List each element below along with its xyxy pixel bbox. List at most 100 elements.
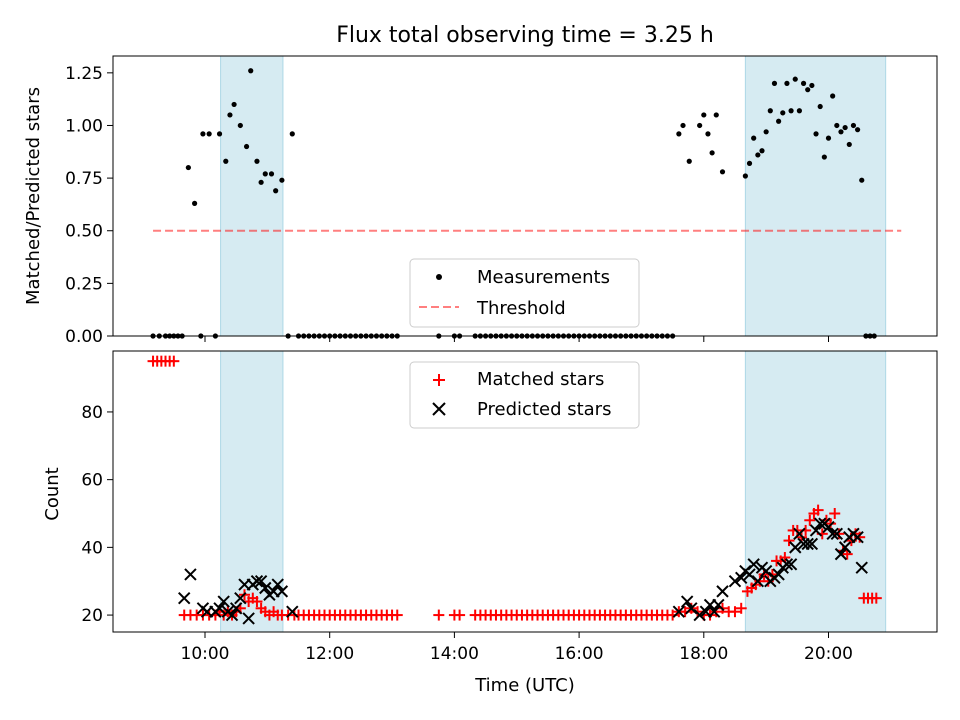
predicted-star-point [855, 561, 868, 574]
predicted-star-point [759, 564, 773, 578]
measurement-point [262, 171, 268, 177]
measurement-point [821, 154, 827, 160]
measurement-point [254, 158, 260, 164]
predicted-star-point [813, 517, 827, 530]
measurement-point [742, 173, 748, 179]
x-tick-label: 14:00 [430, 644, 479, 664]
measurement-point [850, 122, 857, 129]
measurement-point [838, 129, 844, 135]
matched-star-point [829, 508, 841, 520]
predicted-star-point [784, 558, 798, 571]
predicted-star-point [680, 595, 694, 608]
measurement-point [780, 110, 786, 116]
shaded-interval [744, 55, 887, 337]
measurement-point [751, 135, 757, 141]
bottom-axes-frame [112, 350, 938, 633]
predicted-star-point [830, 527, 844, 541]
measurement-point [697, 122, 703, 129]
predicted-star-point [275, 585, 289, 598]
predicted-star-point [184, 568, 197, 581]
measurement-point [185, 164, 191, 171]
top-y-axis-label: Matched/Predicted stars [23, 87, 44, 305]
shaded-interval [220, 55, 284, 337]
y-tick-label: 0.25 [65, 274, 103, 294]
matched-star-point [804, 514, 816, 526]
measurement-point [719, 169, 726, 175]
measurement-point [268, 171, 275, 177]
legend-predicted-label: Predicted stars [477, 399, 611, 420]
measurement-point [796, 108, 803, 114]
legend-threshold-label: Threshold [476, 298, 566, 319]
y-tick-label: 0.00 [65, 327, 103, 347]
matched-star-point [735, 602, 747, 614]
legend-matched-marker [433, 374, 445, 386]
matched-star-point [729, 606, 741, 618]
y-tick-label: 1.25 [65, 64, 103, 84]
predicted-star-point [793, 527, 806, 541]
y-tick-label: 60 [81, 471, 103, 491]
matched-star-point [251, 596, 263, 608]
measurement-point [825, 135, 832, 141]
predicted-star-point [254, 575, 268, 588]
measurement-point [834, 122, 840, 129]
predicted-star-point [743, 568, 756, 581]
top-legend: Measurements Threshold [409, 258, 640, 328]
y-tick-label: 0.50 [65, 222, 103, 242]
measurement-point [817, 103, 823, 110]
measurement-point [686, 158, 692, 164]
matched-star-point [833, 528, 845, 540]
top-legend-box [409, 258, 640, 328]
matched-star-point [812, 504, 824, 516]
measurement-point [216, 131, 223, 137]
matched-star-point [433, 609, 445, 621]
predicted-star-point [747, 558, 760, 571]
measurement-point [746, 160, 753, 166]
measurement-point [258, 179, 264, 185]
matched-star-point [783, 535, 795, 547]
top-axes-frame [112, 55, 938, 337]
predicted-star-point [772, 568, 785, 581]
measurement-point [813, 131, 819, 137]
predicted-star-points [178, 517, 868, 625]
measurement-point [842, 124, 848, 131]
predicted-star-point [271, 578, 284, 591]
measurement-point [192, 200, 198, 206]
predicted-star-point [213, 602, 226, 615]
predicted-star-point [728, 575, 742, 588]
top-panel: 0.00 0.25 0.50 0.75 1.00 1.25 Matched/Predict… [23, 55, 938, 347]
predicted-star-point [672, 605, 686, 618]
predicted-star-point [259, 581, 272, 595]
measurement-point [805, 87, 811, 93]
measurement-point [763, 129, 769, 135]
legend-predicted-marker [432, 402, 446, 416]
predicted-star-point [735, 571, 748, 585]
measurement-point [231, 101, 237, 108]
predicted-star-point [712, 598, 725, 612]
predicted-star-point [234, 591, 247, 605]
measurement-point [709, 150, 715, 156]
predicted-star-point [826, 527, 839, 541]
predicted-star-point [789, 541, 802, 554]
measurement-point [705, 131, 711, 137]
measurement-point [784, 80, 790, 86]
predicted-star-point [225, 608, 239, 622]
measurement-point [771, 80, 778, 86]
measurement-point [854, 127, 861, 133]
measurement-point [227, 112, 233, 118]
measurement-point [701, 112, 707, 118]
measurement-point [289, 131, 295, 137]
measurement-point [776, 118, 782, 124]
predicted-star-point [229, 602, 243, 615]
measurement-point [680, 122, 686, 129]
legend-measurement-marker [436, 274, 442, 280]
measurement-point [859, 177, 865, 183]
x-tick-label: 16:00 [555, 644, 604, 664]
shaded-interval [744, 350, 887, 633]
predicted-star-point [822, 520, 835, 534]
predicted-star-point [707, 605, 721, 618]
y-tick-label: 1.00 [65, 116, 103, 136]
measurement-point [792, 76, 798, 82]
measurement-point [243, 143, 250, 150]
